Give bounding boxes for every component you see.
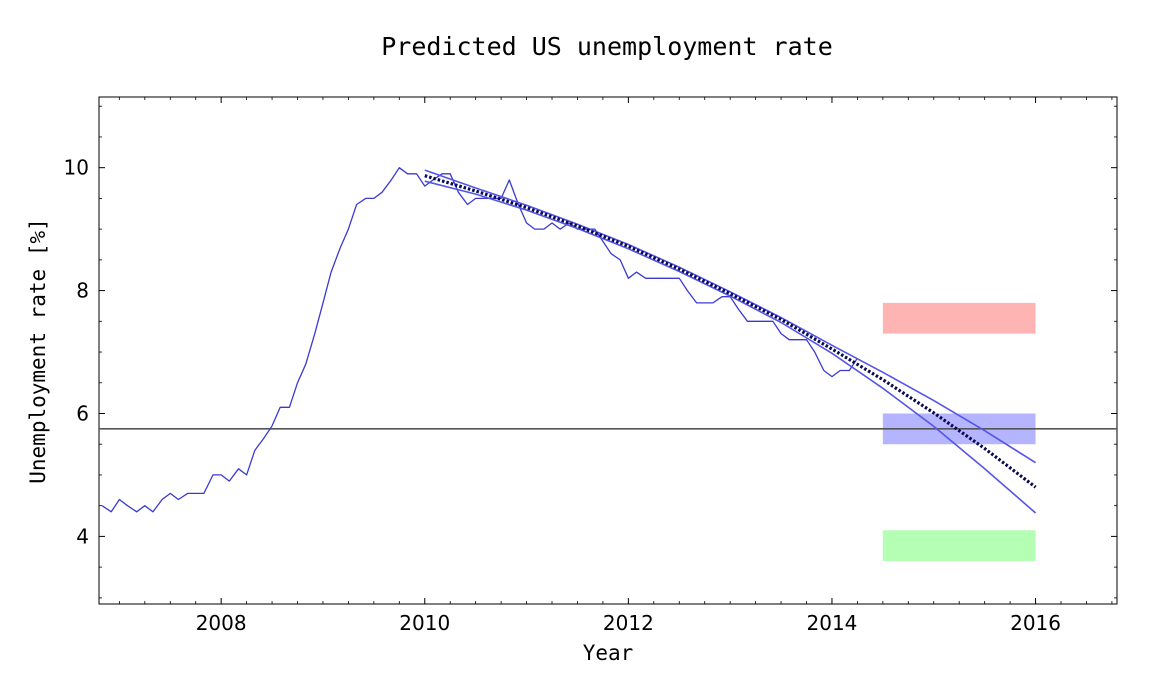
x-tick-label: 2010 (399, 611, 450, 635)
axis-ticks: 2008 2010 2012 2014 2016 4 6 8 10 (64, 97, 1117, 635)
observed-series-line (101, 167, 858, 513)
x-tick-label: 2012 (603, 611, 654, 635)
chart-title: Predicted US unemployment rate (381, 32, 833, 61)
plot-frame (98, 96, 1118, 605)
series-layer (101, 167, 1037, 514)
red-box (882, 302, 1036, 334)
y-tick-label: 8 (76, 279, 89, 303)
x-axis-label: Year (583, 641, 634, 665)
band-lower-series-line (424, 180, 1037, 514)
y-tick-label: 4 (76, 524, 89, 548)
y-tick-label: 10 (64, 156, 89, 180)
x-tick-label: 2016 (1010, 611, 1061, 635)
fit-series-line (424, 174, 1037, 489)
green-box (882, 530, 1036, 561)
x-tick-label: 2014 (807, 611, 858, 635)
y-axis-label: Unemployment rate [%] (26, 218, 50, 484)
x-tick-label: 2008 (196, 611, 247, 635)
y-tick-label: 6 (76, 401, 89, 425)
band-upper-series-line (424, 169, 1037, 464)
